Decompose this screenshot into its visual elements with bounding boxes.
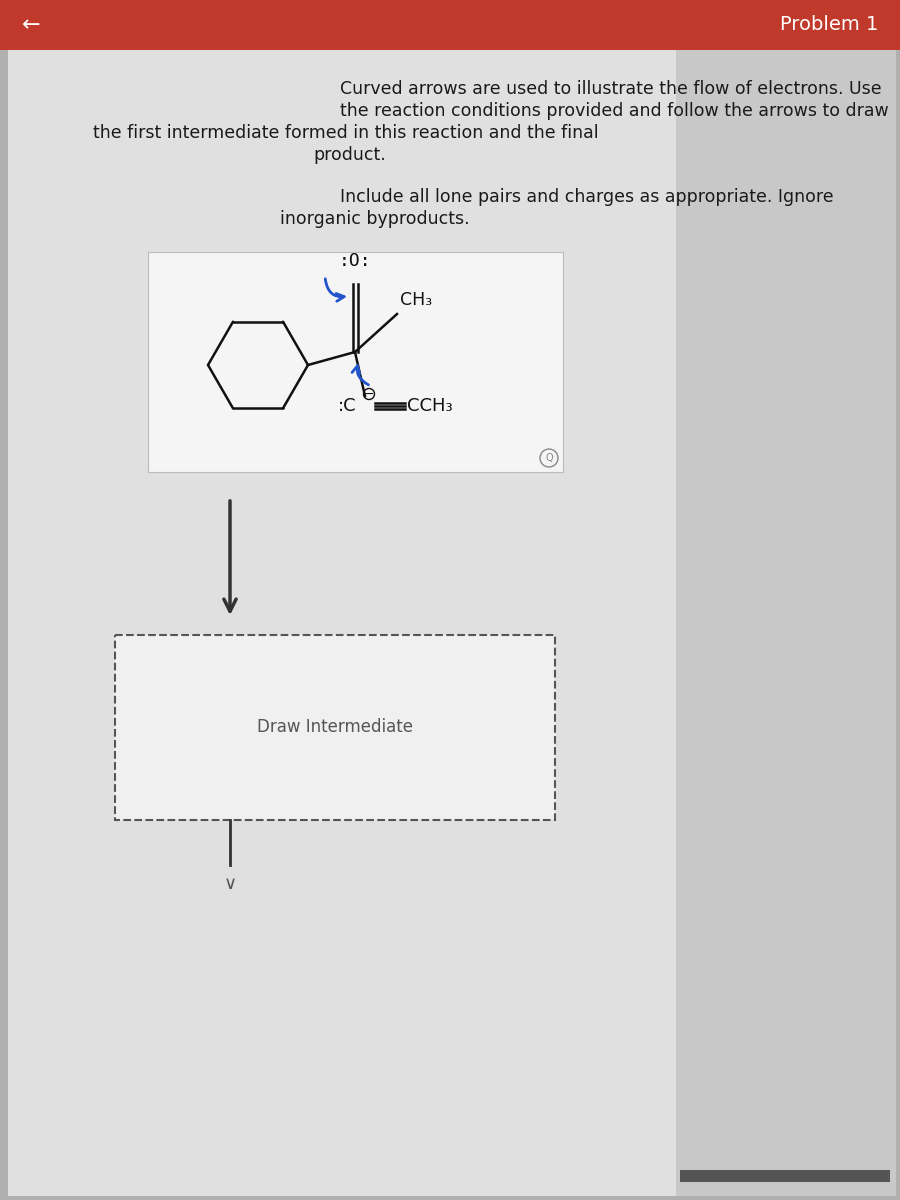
Text: Draw Intermediate: Draw Intermediate xyxy=(257,719,413,737)
Bar xyxy=(676,48,896,1196)
Text: the first intermediate formed in this reaction and the final: the first intermediate formed in this re… xyxy=(82,124,598,142)
Text: :C: :C xyxy=(338,397,357,415)
Text: CCH₃: CCH₃ xyxy=(407,397,453,415)
Text: Include all lone pairs and charges as appropriate. Ignore: Include all lone pairs and charges as ap… xyxy=(340,188,833,206)
Text: CH₃: CH₃ xyxy=(400,290,432,308)
Bar xyxy=(0,0,900,50)
Text: ∨: ∨ xyxy=(223,875,237,893)
Text: inorganic byproducts.: inorganic byproducts. xyxy=(280,210,470,228)
Text: :O:: :O: xyxy=(338,252,372,270)
Text: Q: Q xyxy=(545,452,553,463)
Text: Problem 1: Problem 1 xyxy=(779,16,878,35)
Text: Curved arrows are used to illustrate the flow of electrons. Use: Curved arrows are used to illustrate the… xyxy=(340,80,882,98)
Bar xyxy=(680,1170,890,1182)
Bar xyxy=(148,252,563,472)
Text: product.: product. xyxy=(313,146,386,164)
Text: −: − xyxy=(364,388,374,401)
Text: ←: ← xyxy=(22,14,40,35)
Text: the reaction conditions provided and follow the arrows to draw: the reaction conditions provided and fol… xyxy=(340,102,889,120)
Bar xyxy=(8,48,676,1196)
Bar xyxy=(115,635,555,820)
